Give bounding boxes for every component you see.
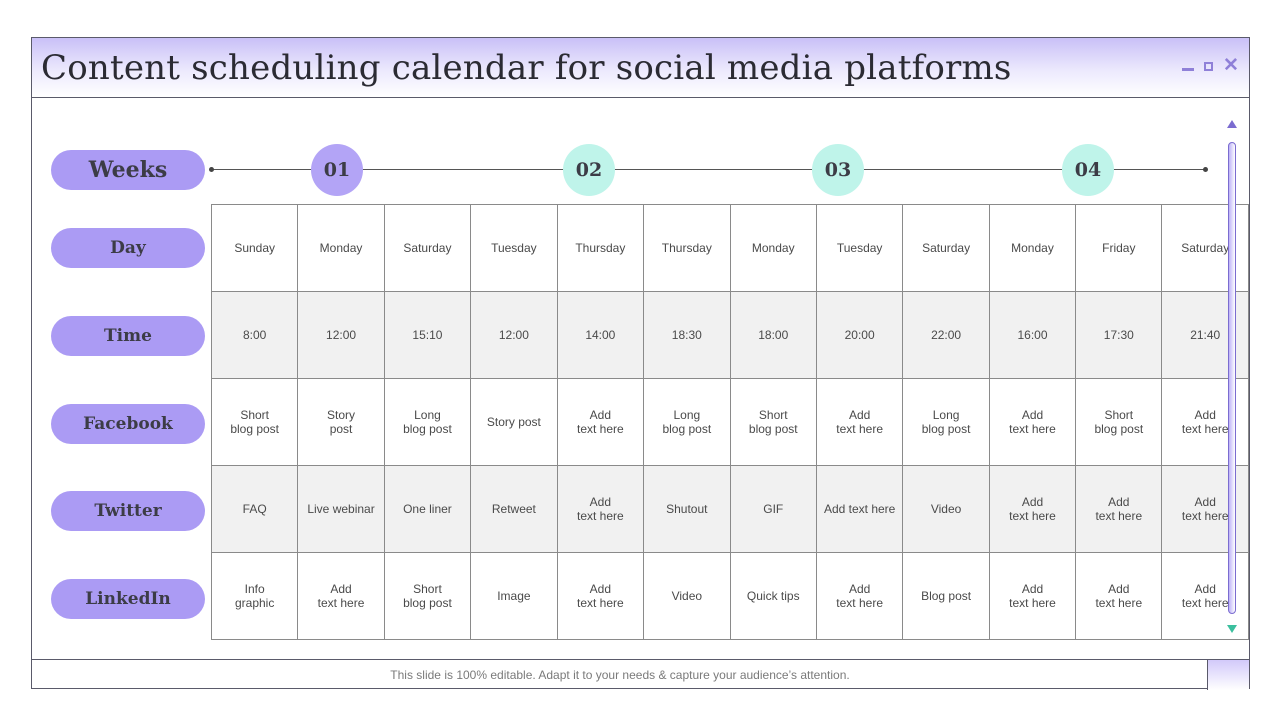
timeline-end-dot (1203, 167, 1208, 172)
table-cell: Short blog post (1075, 378, 1163, 466)
maximize-icon[interactable] (1204, 62, 1213, 71)
slide-window: Content scheduling calendar for social m… (31, 37, 1250, 690)
row-label-twitter: Twitter (51, 491, 205, 531)
table-cell: Short blog post (729, 378, 817, 466)
table-cell: 16:00 (988, 291, 1077, 379)
table-cell: Add text here (1075, 552, 1163, 640)
table-cell: Long blog post (383, 378, 472, 466)
table-cell: Story post (297, 378, 385, 466)
table-cell: Image (470, 552, 558, 640)
table-cell: Video (902, 465, 990, 553)
table-cell: Retweet (470, 465, 558, 553)
table-cell: Sunday (210, 204, 299, 292)
timeline-start-dot (209, 167, 214, 172)
footer-corner-box (1207, 660, 1249, 690)
row-label-day: Day (51, 228, 205, 268)
week-marker-2: 02 (563, 144, 615, 196)
table-cell: Long blog post (902, 378, 990, 466)
table-cell: Thursday (556, 204, 645, 292)
table-cell: Add text here (297, 552, 385, 640)
table-cell: Add text here (815, 465, 904, 553)
table-cell: 18:30 (643, 291, 731, 379)
table-cell: Short blog post (210, 378, 299, 466)
table-cell: Add text here (556, 378, 645, 466)
table-cell: Live webinar (297, 465, 385, 553)
table-cell: 20:00 (815, 291, 904, 379)
table-cell: One liner (383, 465, 472, 553)
week-marker-1: 01 (311, 144, 363, 196)
table-cell: Saturday (383, 204, 472, 292)
table-cell: Video (643, 552, 731, 640)
table-cell: Blog post (902, 552, 990, 640)
table-cell: 8:00 (210, 291, 299, 379)
table-cell: 14:00 (556, 291, 645, 379)
table-cell: Quick tips (729, 552, 817, 640)
timeline-line (212, 169, 1207, 170)
table-cell: Add text here (1075, 465, 1163, 553)
schedule-table: Sunday Monday Saturday Tuesday Thursday Thurs… (210, 204, 1249, 640)
table-cell: FAQ (210, 465, 299, 553)
close-icon[interactable]: ✕ (1223, 55, 1239, 76)
footer-bar: This slide is 100% editable. Adapt it to… (32, 659, 1249, 690)
table-cell: GIF (729, 465, 817, 553)
table-cell: Monday (297, 204, 385, 292)
table-cell: Saturday (902, 204, 990, 292)
footer-text: This slide is 100% editable. Adapt it to… (390, 668, 850, 682)
table-cell: Friday (1075, 204, 1163, 292)
page-title: Content scheduling calendar for social m… (41, 48, 1012, 88)
table-cell: Story post (470, 378, 558, 466)
scroll-up-icon[interactable] (1227, 120, 1237, 128)
table-cell: Add text here (815, 552, 904, 640)
table-cell: Long blog post (643, 378, 731, 466)
table-row: FAQ Live webinar One liner Retweet Add text … (210, 465, 1249, 553)
table-row: 8:00 12:00 15:10 12:00 14:00 18:30 18:00 20:00 2… (210, 291, 1249, 379)
table-cell: Short blog post (383, 552, 472, 640)
table-cell: Shutout (643, 465, 731, 553)
table-cell: Tuesday (470, 204, 558, 292)
table-row: Sunday Monday Saturday Tuesday Thursday Thurs… (210, 204, 1249, 292)
week-marker-3: 03 (812, 144, 864, 196)
table-cell: Add text here (988, 465, 1077, 553)
table-cell: Monday (988, 204, 1077, 292)
week-marker-4: 04 (1062, 144, 1114, 196)
weeks-label: Weeks (51, 150, 205, 190)
table-cell: Info graphic (210, 552, 299, 640)
table-cell: 17:30 (1075, 291, 1163, 379)
minimize-icon[interactable] (1182, 68, 1194, 71)
table-cell: Tuesday (815, 204, 904, 292)
table-cell: 18:00 (729, 291, 817, 379)
table-cell: Monday (729, 204, 817, 292)
table-row: Short blog post Story post Long blog post S… (210, 378, 1249, 466)
scrollbar[interactable] (1228, 142, 1236, 614)
table-cell: Add text here (556, 465, 645, 553)
table-cell: 15:10 (383, 291, 472, 379)
table-row: Info graphic Add text here Short blog post… (210, 552, 1249, 640)
table-cell: 22:00 (902, 291, 990, 379)
table-cell: Add text here (988, 552, 1077, 640)
table-cell: Add text here (556, 552, 645, 640)
table-cell: 12:00 (470, 291, 558, 379)
scroll-down-icon[interactable] (1227, 625, 1237, 633)
row-label-time: Time (51, 316, 205, 356)
row-label-facebook: Facebook (51, 404, 205, 444)
table-cell: Add text here (988, 378, 1077, 466)
table-cell: 12:00 (297, 291, 385, 379)
table-cell: Add text here (815, 378, 904, 466)
table-cell: Thursday (643, 204, 731, 292)
row-label-linkedin: LinkedIn (51, 579, 205, 619)
title-bar: Content scheduling calendar for social m… (32, 38, 1249, 98)
